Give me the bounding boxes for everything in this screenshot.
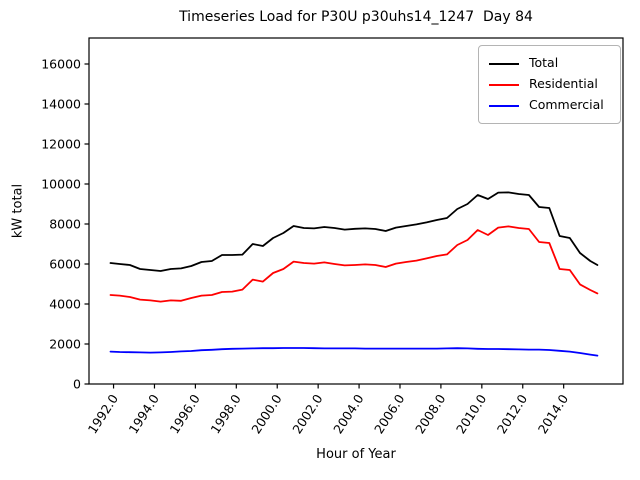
x-tick-label: 1996.0 xyxy=(166,391,202,436)
y-tick-label: 0 xyxy=(73,377,81,392)
y-axis-label: kW total xyxy=(10,183,26,239)
y-tick-label: 16000 xyxy=(41,57,81,72)
chart-title: Timeseries Load for P30U p30uhs14_1247 D… xyxy=(179,9,533,25)
y-tick-label: 12000 xyxy=(41,137,81,152)
x-tick-label: 2002.0 xyxy=(289,391,325,436)
y-tick-label: 14000 xyxy=(41,97,81,112)
x-tick-label: 2010.0 xyxy=(453,391,489,436)
x-tick-label: 2012.0 xyxy=(494,391,530,436)
series-line-commercial xyxy=(109,347,599,357)
x-axis-label: Hour of Year xyxy=(316,447,396,462)
x-tick-label: 1994.0 xyxy=(126,391,162,436)
series-line-total xyxy=(109,191,599,272)
x-tick-label: 2000.0 xyxy=(248,391,284,436)
legend-item-total: Total xyxy=(489,53,612,74)
legend-label-total: Total xyxy=(529,55,559,71)
axes-frame xyxy=(88,37,624,385)
legend-line-swatch-total xyxy=(489,62,519,65)
legend-label-commercial: Commercial xyxy=(529,97,604,113)
series-line-residential xyxy=(109,225,599,303)
x-tick-label: 2004.0 xyxy=(330,391,366,436)
y-tick-label: 2000 xyxy=(49,337,81,352)
x-tick-label: 1998.0 xyxy=(207,391,243,436)
legend: Total Residential Commercial xyxy=(478,45,621,124)
legend-line-swatch-residential xyxy=(489,83,519,86)
x-tick-label: 2014.0 xyxy=(535,391,571,436)
y-tick-label: 6000 xyxy=(49,257,81,272)
legend-item-commercial: Commercial xyxy=(489,95,612,116)
y-tick-label: 4000 xyxy=(49,297,81,312)
x-tick-label: 1992.0 xyxy=(85,391,121,436)
x-tick-label: 2008.0 xyxy=(412,391,448,436)
y-tick-label: 8000 xyxy=(49,217,81,232)
x-tick-label: 2006.0 xyxy=(371,391,407,436)
legend-line-swatch-commercial xyxy=(489,104,519,107)
legend-item-residential: Residential xyxy=(489,74,612,95)
legend-label-residential: Residential xyxy=(529,76,598,92)
y-tick-label: 10000 xyxy=(41,177,81,192)
